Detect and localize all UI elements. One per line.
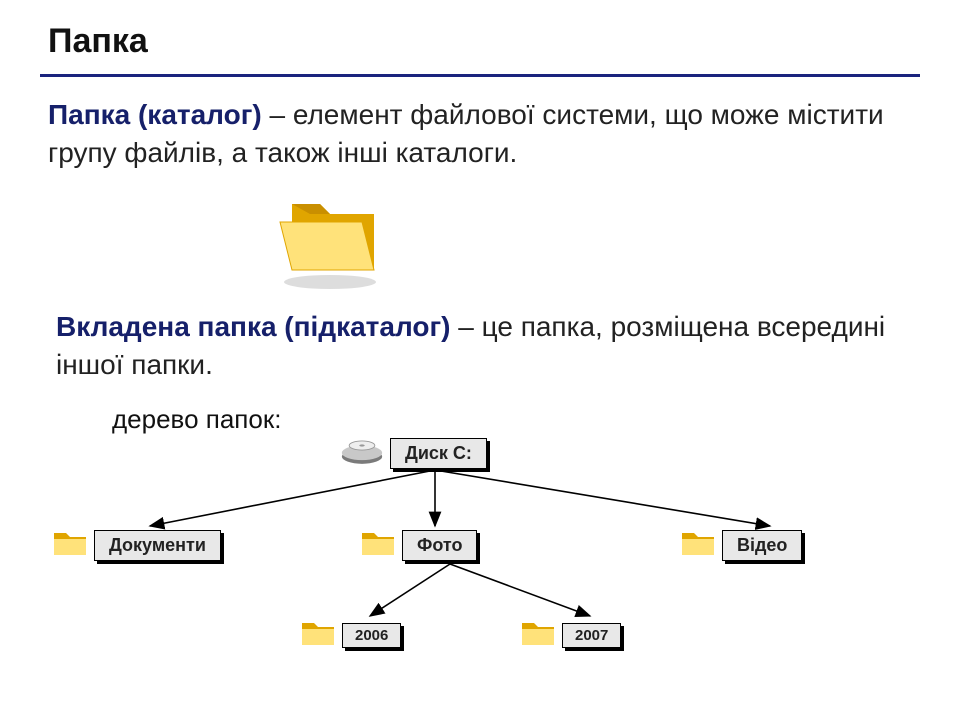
term-subfolder: Вкладена папка (підкаталог) — [56, 311, 450, 342]
folder-illustration — [270, 184, 390, 295]
folder-icon — [520, 618, 556, 653]
tree-node: 2007 — [520, 618, 621, 653]
title-rule — [40, 74, 920, 77]
definition-subfolder: Вкладена папка (підкаталог) – це папка, … — [56, 308, 916, 384]
folder-tree-diagram: Диск C: Документи Фото Відео — [0, 430, 960, 720]
term-folder: Папка (каталог) — [48, 99, 262, 130]
slide: Папка Папка (каталог) – елемент файлової… — [0, 0, 960, 720]
definition-folder: Папка (каталог) – елемент файлової систе… — [48, 96, 918, 172]
page-title: Папка — [48, 22, 148, 61]
tree-node-label: 2007 — [562, 623, 621, 648]
